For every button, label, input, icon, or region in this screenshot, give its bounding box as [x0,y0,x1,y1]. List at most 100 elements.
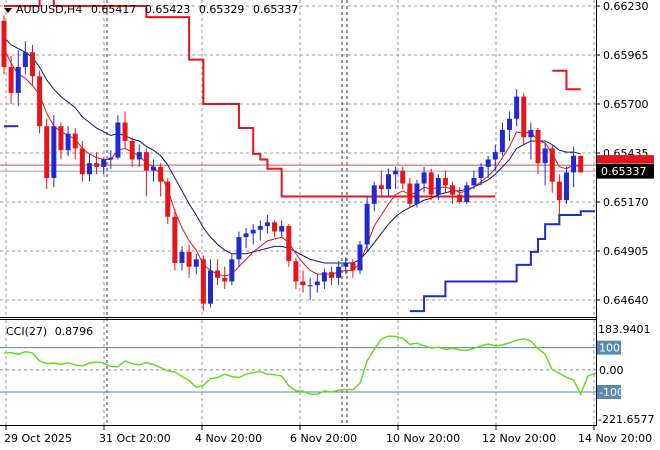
candle-body [393,170,399,175]
time-tick-label: 14 Nov 20:00 [578,432,652,445]
chart-grid [0,0,596,425]
candle-body [165,181,171,217]
candle [499,122,505,156]
candle [115,115,121,160]
candle [293,257,299,289]
time-tick-label: 6 Nov 20:00 [290,432,357,445]
candle-body [193,259,199,267]
candle [44,118,50,190]
candle-body [286,226,292,262]
candle-body [563,172,569,201]
price-tick-label: 0.65170 [603,196,649,209]
candle-body [464,185,470,202]
candle [257,220,263,241]
current-price-label: 0.65337 [601,165,647,178]
cci-level-label: 100 [599,342,620,355]
candle [165,177,171,225]
candle [556,174,562,215]
price-tick-label: 0.66230 [603,0,649,13]
candle [578,155,584,173]
ohlc-low: 0.65329 [199,3,245,16]
candle-body [414,183,420,204]
candle [343,257,349,275]
candle-body [378,185,384,190]
candle-body [129,140,135,160]
candle-body [215,270,221,278]
candle [58,122,64,160]
time-tick-label: 31 Oct 20:00 [99,432,171,445]
trailing-stop-upper [4,0,496,198]
candle [22,41,28,75]
price-tick-label: 0.64640 [603,294,649,307]
svg-text:CCI(27) 0.8796: CCI(27) 0.8796 [6,325,93,338]
candle-body [457,194,463,202]
candle [86,153,92,182]
candle-body [571,155,577,173]
candle [435,174,441,201]
candle-body [321,272,327,282]
candle-body [478,166,484,178]
candle-body [37,76,43,127]
current-price-badge: 0.65337 [597,163,654,179]
time-tick-label: 12 Nov 20:00 [482,432,556,445]
candle-body [250,229,256,234]
time-tick-label: 29 Oct 2025 [4,432,72,445]
candle [563,166,569,204]
candle [222,266,228,289]
candle [51,115,57,188]
candle [172,209,178,271]
moving-average-fast [3,48,581,277]
candle-body [499,129,505,153]
cci-min-label: -221.6577 [598,413,654,426]
candle-body [115,122,121,158]
cci-header: CCI(27) 0.8796 [6,325,93,338]
candle-body [521,96,527,138]
candle-body [485,159,491,167]
candle-body [336,266,342,278]
candle [478,163,484,186]
chevron-down-icon[interactable] [4,8,12,13]
candle-body [172,216,178,264]
candle-body [549,148,555,182]
candle-body [407,183,413,204]
price-axis: 0.662300.659650.657000.654350.651700.649… [596,0,654,307]
candle [371,181,377,212]
cci-levels [0,347,596,393]
candle [236,231,242,267]
candle [400,166,406,190]
symbol-label: AUDUSD,H4 [16,3,82,16]
candle [307,277,313,300]
candle [528,122,534,160]
candle-body [101,159,107,167]
time-tick-label: 10 Nov 20:00 [386,432,460,445]
candle [464,181,470,204]
candle-body [257,226,263,230]
candle-body [51,126,57,178]
candle-body [122,122,128,141]
candle [300,270,306,293]
chart-header: AUDUSD,H4 0.65417 0.65423 0.65329 0.6533… [4,3,298,16]
candle-body [22,52,28,68]
candle-body [200,259,206,304]
candle [143,148,149,197]
time-axis: 29 Oct 2025 31 Oct 20:00 4 Nov 20:00 6 Nov … [4,425,652,445]
candle-body [143,152,149,171]
ohlc-open: 0.65417 [91,3,137,16]
candle-body [421,172,427,184]
candle [200,255,206,312]
candle [101,157,107,175]
candle-body [507,118,513,130]
cci-level-badge: 0.00 [599,364,624,377]
candles [1,15,584,312]
candle [158,163,164,197]
candle [364,196,370,252]
candle-body [236,237,242,260]
trailing-stop-lower [409,210,595,313]
candle-body [435,177,441,195]
candle-body [65,133,71,151]
candle [421,166,427,193]
candle [279,220,285,238]
price-tick-label: 0.64905 [603,245,649,258]
candle-body [264,222,270,227]
